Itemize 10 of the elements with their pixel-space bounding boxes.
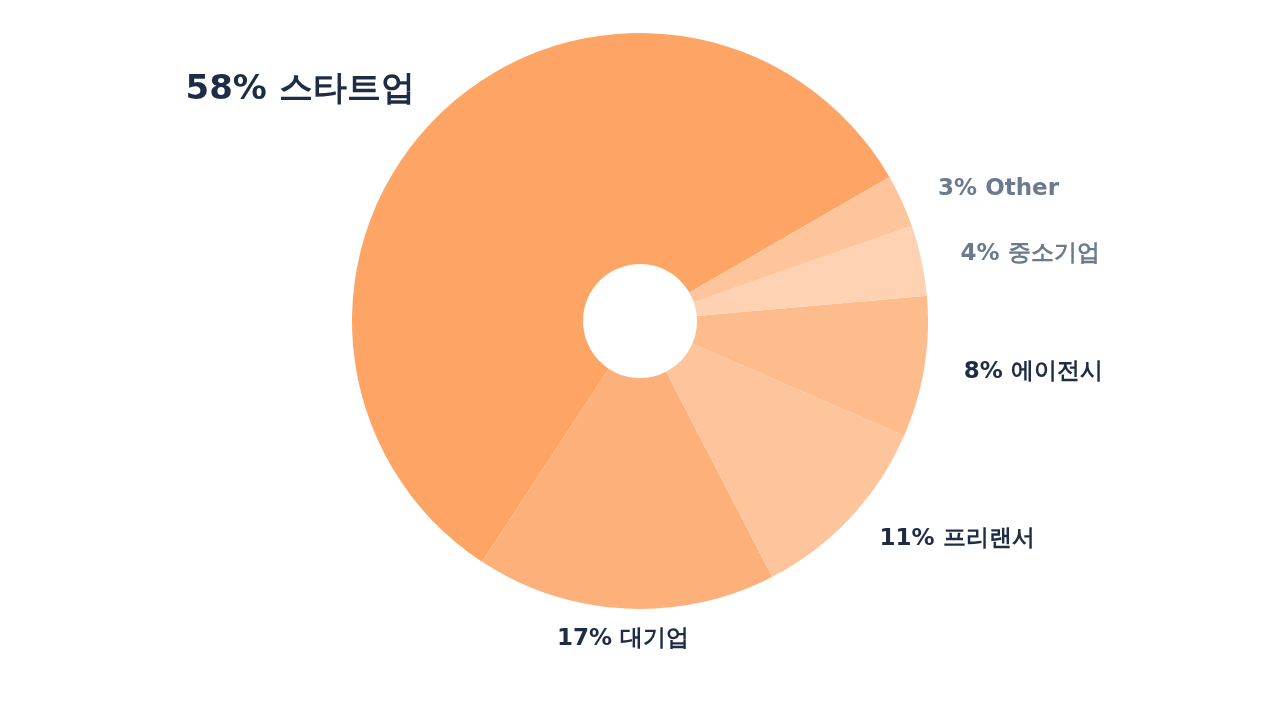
slice-label: 4% 중소기업 <box>960 239 1100 266</box>
slice-label: 3% Other <box>938 173 1060 200</box>
donut-slice <box>692 295 928 436</box>
donut-slice <box>689 177 912 303</box>
slice-label: 8% 에이전시 <box>963 357 1103 384</box>
slice-label: 17% 대기업 <box>556 624 690 651</box>
slice-label: 11% 프리랜서 <box>879 523 1035 550</box>
donut-slice <box>693 225 927 316</box>
donut-slice <box>482 368 773 609</box>
slice-label: 58% 스타트업 <box>185 67 415 108</box>
